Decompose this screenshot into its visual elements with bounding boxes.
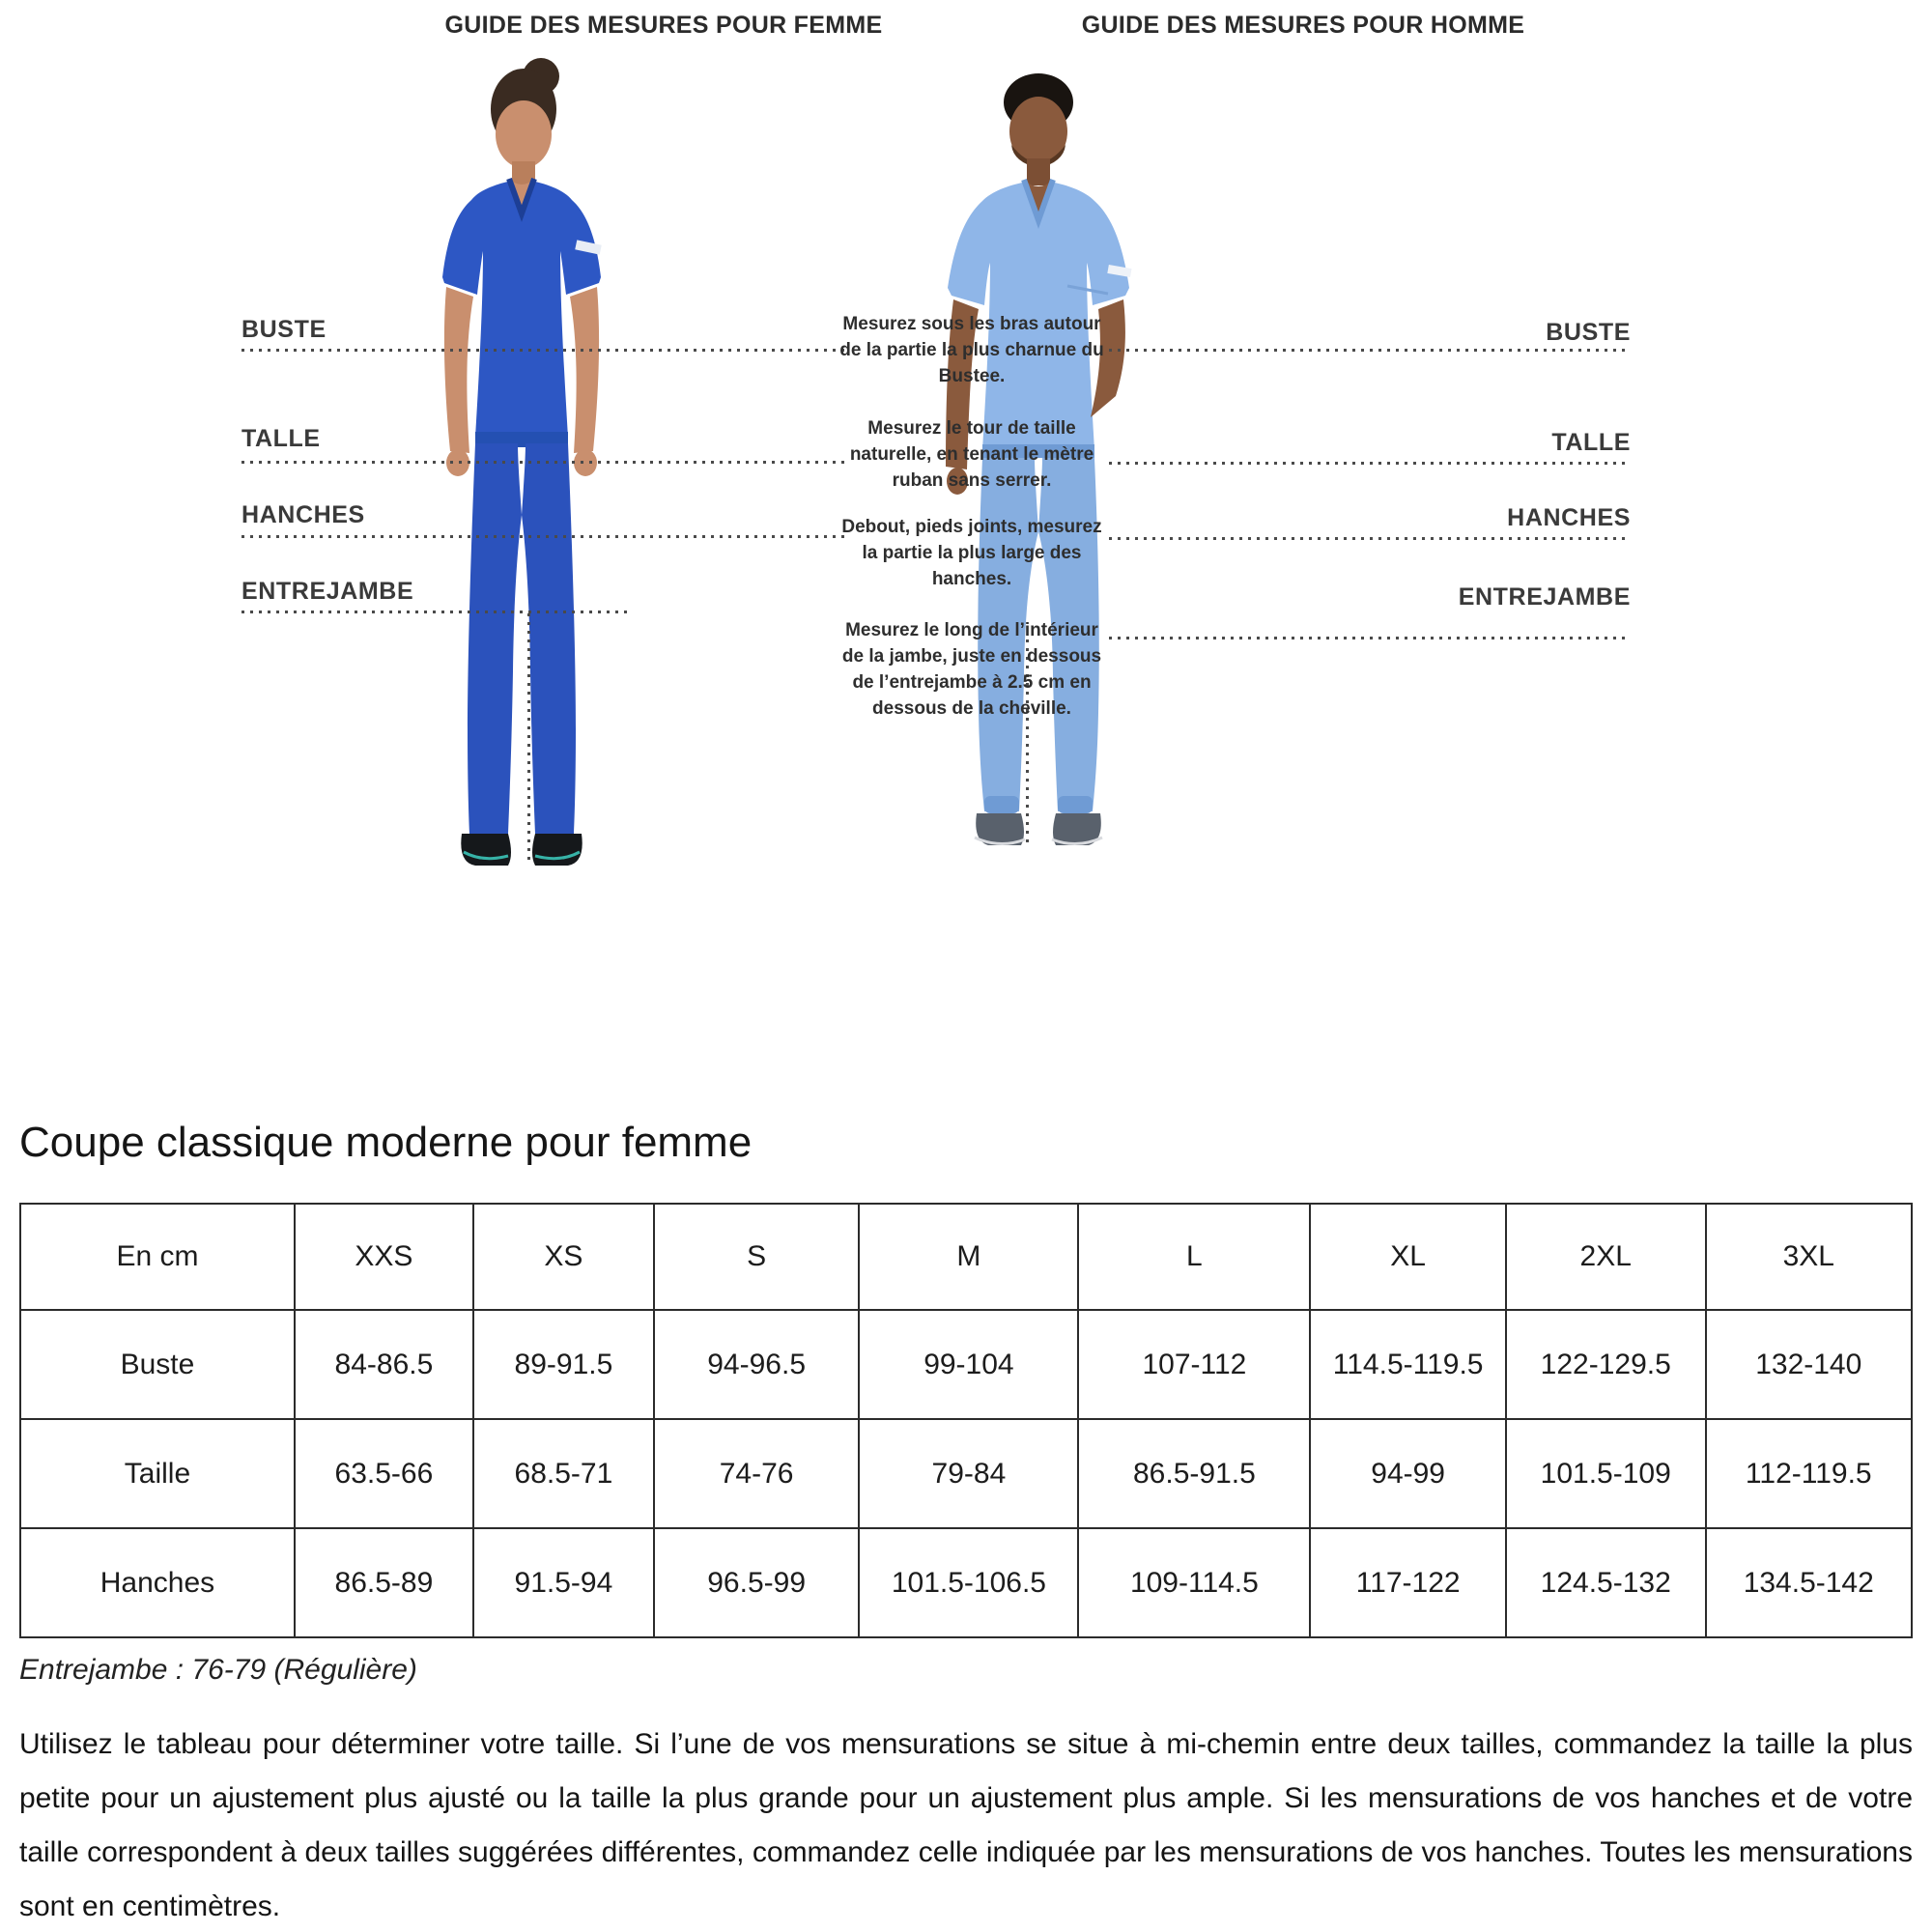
- table-row-hanches: Hanches 86.5-89 91.5-94 96.5-99 101.5-10…: [19, 1527, 1914, 1638]
- size-value-cell: 124.5-132: [1504, 1527, 1707, 1638]
- size-value-cell: 68.5-71: [471, 1418, 655, 1529]
- instruction-taille: Mesurez le tour de taille naturelle, en …: [849, 418, 1094, 491]
- size-value-cell: 109-114.5: [1077, 1527, 1312, 1638]
- col-header-unit: En cm: [19, 1203, 296, 1311]
- size-value-cell: 86.5-91.5: [1077, 1418, 1312, 1529]
- size-value-cell: 117-122: [1309, 1527, 1507, 1638]
- col-header-s: S: [652, 1203, 861, 1311]
- size-value-cell: 74-76: [652, 1418, 861, 1529]
- male-guide-title: GUIDE DES MESURES POUR HOMME: [1081, 12, 1525, 39]
- table-header-row: En cm XXS XS S M L XL 2XL 3XL: [19, 1203, 1914, 1311]
- col-header-xl: XL: [1309, 1203, 1507, 1311]
- col-header-l: L: [1077, 1203, 1312, 1311]
- col-header-3xl: 3XL: [1704, 1203, 1914, 1311]
- size-value-cell: 99-104: [858, 1309, 1080, 1420]
- dotted-line-buste-left: [242, 349, 850, 352]
- size-value-cell: 91.5-94: [471, 1527, 655, 1638]
- dotted-line-talle-right: [1109, 462, 1631, 465]
- size-value-cell: 86.5-89: [293, 1527, 474, 1638]
- table-row-taille: Taille 63.5-66 68.5-71 74-76 79-84 86.5-…: [19, 1418, 1914, 1529]
- row-label-buste: Buste: [19, 1309, 296, 1420]
- table-row-buste: Buste 84-86.5 89-91.5 94-96.5 99-104 107…: [19, 1309, 1914, 1420]
- size-value-cell: 132-140: [1704, 1309, 1914, 1420]
- col-header-m: M: [858, 1203, 1080, 1311]
- size-value-cell: 63.5-66: [293, 1418, 474, 1529]
- size-value-cell: 84-86.5: [293, 1309, 474, 1420]
- label-entrejambe-left: ENTREJAMBE: [242, 578, 414, 605]
- inseam-note: Entrejambe : 76-79 (Régulière): [19, 1654, 417, 1686]
- col-header-xxs: XXS: [293, 1203, 474, 1311]
- section-heading: Coupe classique moderne pour femme: [19, 1119, 753, 1166]
- size-value-cell: 101.5-109: [1504, 1418, 1707, 1529]
- instruction-hanches: Debout, pieds joints, mesurez la partie …: [841, 517, 1102, 589]
- instruction-entrejambe: Mesurez le long de l’intérieur de la jam…: [841, 620, 1102, 719]
- size-value-cell: 94-99: [1309, 1418, 1507, 1529]
- col-header-xs: XS: [471, 1203, 655, 1311]
- row-label-hanches: Hanches: [19, 1527, 296, 1638]
- male-model-illustration: [946, 73, 1132, 845]
- female-model-illustration: [442, 58, 602, 866]
- label-hanches-right: HANCHES: [1507, 504, 1631, 531]
- size-value-cell: 112-119.5: [1704, 1418, 1914, 1529]
- dotted-line-entrejambe-right: [1109, 637, 1631, 639]
- instruction-buste: Mesurez sous les bras autour de la parti…: [839, 314, 1104, 386]
- label-hanches-left: HANCHES: [242, 501, 365, 528]
- label-talle-left: TALLE: [242, 425, 321, 452]
- female-guide-title: GUIDE DES MESURES POUR FEMME: [444, 12, 883, 39]
- dotted-line-buste-right: [1109, 349, 1631, 352]
- size-value-cell: 79-84: [858, 1418, 1080, 1529]
- dotted-line-hanches-right: [1109, 537, 1631, 540]
- dotted-line-entrejambe-left: [242, 611, 628, 613]
- label-buste-right: BUSTE: [1546, 319, 1631, 346]
- size-value-cell: 134.5-142: [1704, 1527, 1914, 1638]
- dotted-line-hanches-left: [242, 535, 850, 538]
- row-label-taille: Taille: [19, 1418, 296, 1529]
- size-value-cell: 89-91.5: [471, 1309, 655, 1420]
- size-value-cell: 94-96.5: [652, 1309, 861, 1420]
- size-value-cell: 101.5-106.5: [858, 1527, 1080, 1638]
- label-entrejambe-right: ENTREJAMBE: [1458, 583, 1631, 611]
- dotted-line-inseam-woman: [527, 613, 530, 863]
- col-header-2xl: 2XL: [1504, 1203, 1707, 1311]
- fit-instructions-paragraph: Utilisez le tableau pour déterminer votr…: [19, 1728, 1913, 1922]
- dotted-line-talle-left: [242, 461, 850, 464]
- label-talle-right: TALLE: [1551, 429, 1631, 456]
- size-value-cell: 96.5-99: [652, 1527, 861, 1638]
- label-buste-left: BUSTE: [242, 316, 327, 343]
- size-chart-table: En cm XXS XS S M L XL 2XL 3XL Buste 84-8…: [19, 1203, 1914, 1638]
- size-value-cell: 122-129.5: [1504, 1309, 1707, 1420]
- size-value-cell: 114.5-119.5: [1309, 1309, 1507, 1420]
- dotted-line-inseam-man: [1026, 639, 1029, 847]
- size-value-cell: 107-112: [1077, 1309, 1312, 1420]
